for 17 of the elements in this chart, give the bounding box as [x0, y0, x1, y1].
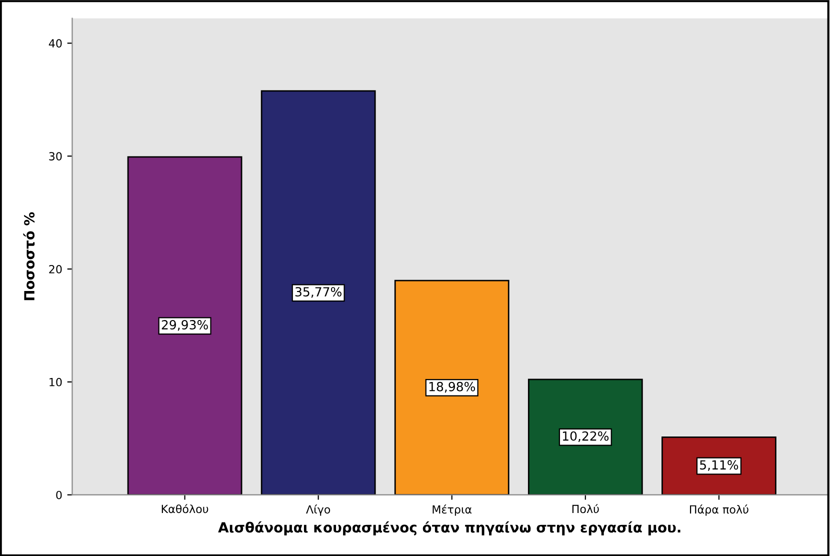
x-tick-label: Πάρα πολύ [690, 504, 748, 516]
x-tick-label: Λίγο [306, 504, 330, 516]
data-label: 35,77% [295, 287, 342, 298]
data-label: 5,11% [700, 460, 738, 471]
x-tick-label: Καθόλου [162, 504, 208, 514]
y-tick-label: 20 [49, 264, 62, 274]
y-tick-label: 30 [49, 152, 62, 160]
x-axis-title: Αισθάνομαι κουρασμένος όταν πηγαίνω στην εργασία μου. [218, 521, 680, 536]
y-axis-title: Ποσοστό % [23, 212, 35, 300]
x-tick-label: Πολύ [572, 504, 599, 514]
x-tick-label: Μέτρια [432, 504, 472, 516]
data-label: 29,93% [162, 320, 208, 331]
y-tick-label: 40 [48, 39, 62, 48]
data-label: 18,98% [429, 382, 476, 393]
y-tick-label: 10 [50, 378, 62, 386]
y-tick-label: 0 [56, 490, 62, 500]
data-label: 10,22% [562, 431, 609, 442]
